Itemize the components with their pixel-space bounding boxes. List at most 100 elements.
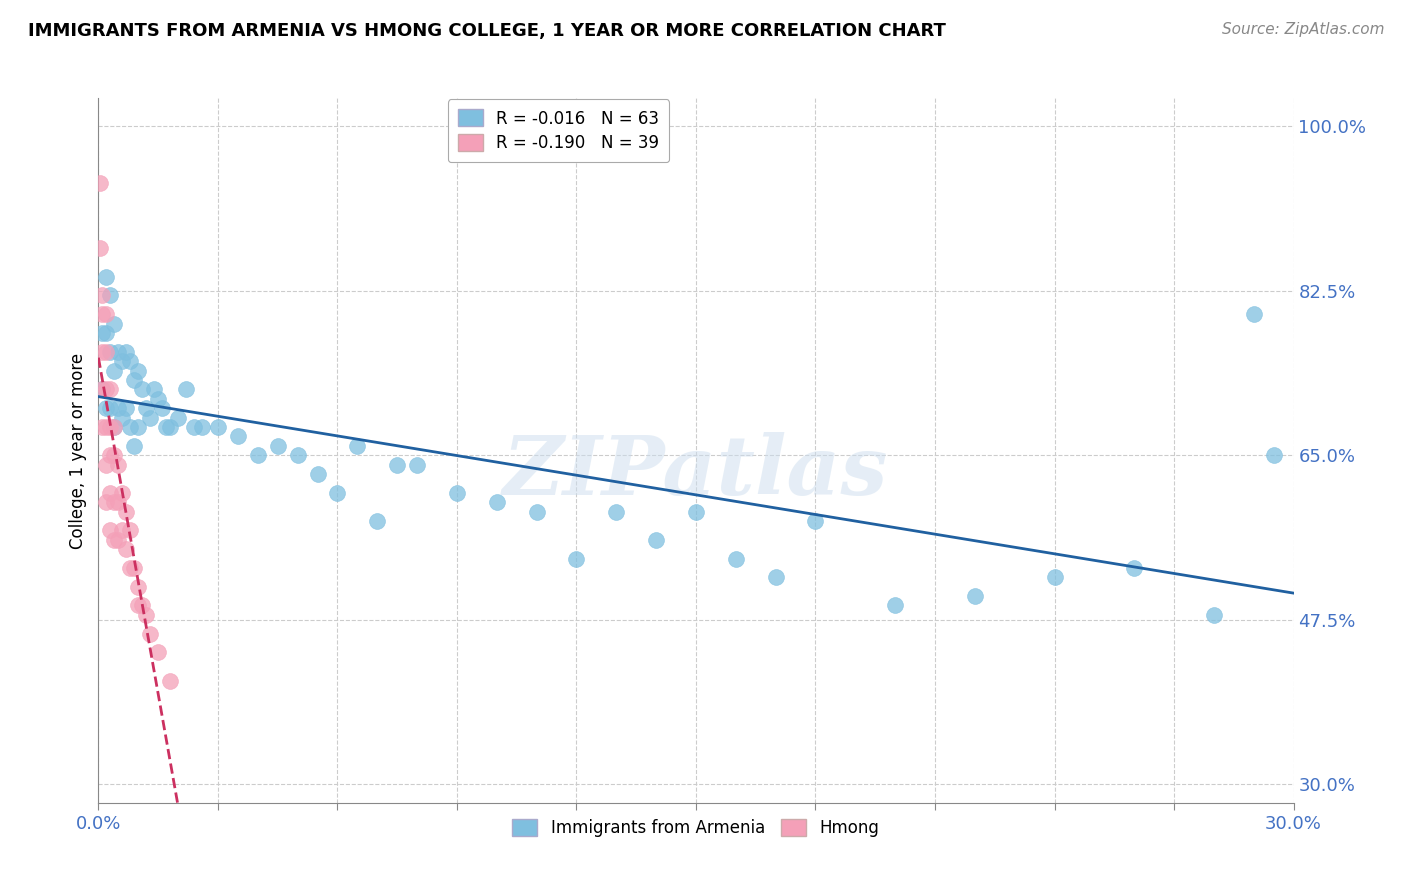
Point <box>1123 561 1146 575</box>
Text: ZIPatlas: ZIPatlas <box>503 432 889 512</box>
Point <box>135 607 157 622</box>
Legend: Immigrants from Armenia, Hmong: Immigrants from Armenia, Hmong <box>506 813 886 844</box>
Point <box>111 354 134 368</box>
Point <box>139 626 162 640</box>
Point <box>174 383 197 397</box>
Point <box>159 420 181 434</box>
Point <box>645 533 668 547</box>
Point <box>346 439 368 453</box>
Point <box>115 504 138 518</box>
Point <box>120 524 142 538</box>
Point <box>765 570 787 584</box>
Point <box>120 420 142 434</box>
Point <box>96 307 118 321</box>
Point <box>107 401 129 416</box>
Point <box>107 344 129 359</box>
Point <box>167 410 190 425</box>
Point <box>207 420 229 434</box>
Point <box>98 401 122 416</box>
Point <box>127 363 149 377</box>
Point <box>115 344 138 359</box>
Point <box>107 495 129 509</box>
Point <box>131 599 153 613</box>
Point <box>96 344 118 359</box>
Point <box>96 383 118 397</box>
Point <box>148 645 170 659</box>
Point <box>89 242 111 256</box>
Point <box>963 589 986 603</box>
Point <box>103 495 125 509</box>
Point <box>91 307 114 321</box>
Point <box>1202 607 1225 622</box>
Point <box>127 580 149 594</box>
Point <box>91 383 114 397</box>
Point <box>724 551 747 566</box>
Point <box>111 485 134 500</box>
Point <box>366 514 388 528</box>
Point <box>406 458 429 472</box>
Point <box>98 420 122 434</box>
Point <box>605 504 627 518</box>
Point <box>307 467 329 481</box>
Point <box>1263 448 1285 462</box>
Point <box>326 485 349 500</box>
Point <box>96 401 118 416</box>
Point <box>565 551 588 566</box>
Point <box>96 326 118 340</box>
Point <box>98 524 122 538</box>
Point <box>446 485 468 500</box>
Point <box>111 410 134 425</box>
Point <box>111 524 134 538</box>
Y-axis label: College, 1 year or more: College, 1 year or more <box>69 352 87 549</box>
Point <box>96 269 118 284</box>
Point <box>139 410 162 425</box>
Point <box>191 420 214 434</box>
Point <box>96 420 118 434</box>
Point <box>91 326 114 340</box>
Point <box>90 288 112 302</box>
Point <box>91 383 114 397</box>
Point <box>103 420 125 434</box>
Point <box>91 420 114 434</box>
Point <box>107 533 129 547</box>
Point <box>124 373 146 387</box>
Point <box>115 542 138 557</box>
Point <box>98 288 122 302</box>
Point <box>98 383 122 397</box>
Point <box>96 495 118 509</box>
Point <box>246 448 269 462</box>
Point <box>89 176 111 190</box>
Point <box>155 420 177 434</box>
Point <box>127 420 149 434</box>
Point <box>98 485 122 500</box>
Point <box>183 420 205 434</box>
Point <box>127 599 149 613</box>
Point <box>98 344 122 359</box>
Point <box>103 420 125 434</box>
Point <box>226 429 249 443</box>
Point <box>103 317 125 331</box>
Point <box>143 383 166 397</box>
Point <box>98 448 122 462</box>
Point <box>124 561 146 575</box>
Point <box>159 673 181 688</box>
Point <box>884 599 907 613</box>
Point <box>107 458 129 472</box>
Point <box>804 514 827 528</box>
Point <box>124 439 146 453</box>
Point <box>526 504 548 518</box>
Point <box>1243 307 1265 321</box>
Point <box>131 383 153 397</box>
Point <box>485 495 508 509</box>
Point <box>115 401 138 416</box>
Text: Source: ZipAtlas.com: Source: ZipAtlas.com <box>1222 22 1385 37</box>
Text: IMMIGRANTS FROM ARMENIA VS HMONG COLLEGE, 1 YEAR OR MORE CORRELATION CHART: IMMIGRANTS FROM ARMENIA VS HMONG COLLEGE… <box>28 22 946 40</box>
Point <box>267 439 290 453</box>
Point <box>103 533 125 547</box>
Point <box>91 344 114 359</box>
Point <box>120 354 142 368</box>
Point <box>1043 570 1066 584</box>
Point <box>135 401 157 416</box>
Point <box>103 363 125 377</box>
Point <box>96 458 118 472</box>
